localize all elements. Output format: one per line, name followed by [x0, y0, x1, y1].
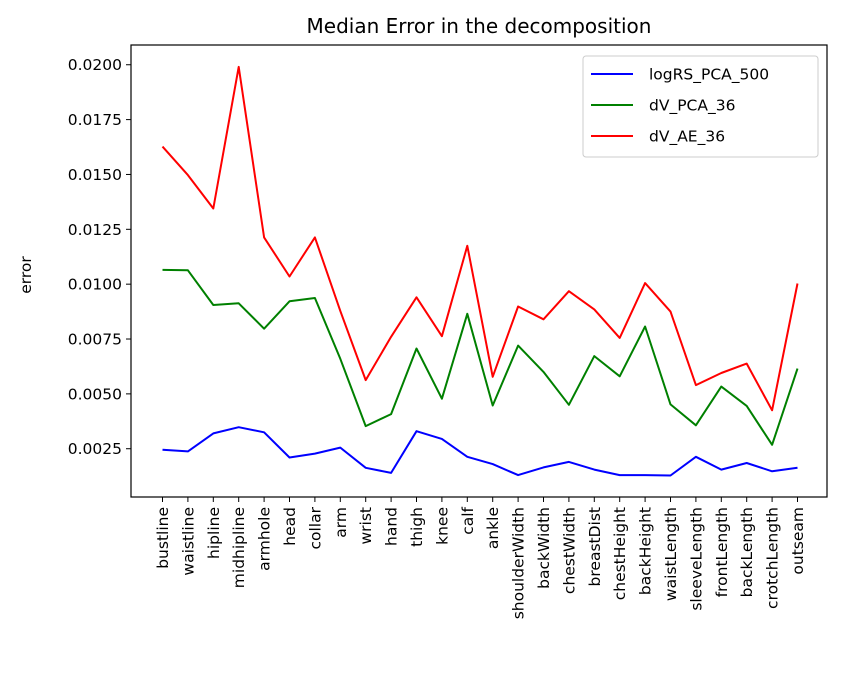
x-tick-label: midhipline: [230, 507, 248, 588]
chart-title: Median Error in the decomposition: [307, 14, 652, 38]
legend: logRS_PCA_500 dV_PCA_36 dV_AE_36: [582, 55, 819, 158]
plot-frame: [130, 44, 828, 498]
x-tick-label: arm: [332, 507, 350, 538]
legend-label: dV_AE_36: [649, 128, 725, 147]
y-tick-label: 0.0200: [68, 56, 122, 74]
y-tick-label: 0.0125: [68, 221, 122, 239]
plot-lines: [161, 65, 799, 477]
x-tick-label: head: [281, 507, 299, 546]
y-tick-label: 0.0075: [68, 331, 122, 349]
x-tick-label: frontLength: [713, 507, 731, 597]
y-axis: 0.0025 0.0050 0.0075 0.0100 0.0125 0.0150 0.01…: [68, 56, 131, 458]
x-tick-label: calf: [459, 506, 477, 534]
y-axis-label: error: [17, 256, 35, 294]
x-tick-label: hand: [383, 507, 401, 546]
x-tick-label: shoulderWidth: [510, 507, 528, 619]
x-tick-label: ankle: [484, 507, 502, 549]
y-tick-label: 0.0150: [68, 166, 122, 184]
series-line-dV_AE_36: [161, 65, 799, 412]
y-tick-label: 0.0100: [68, 276, 122, 294]
series-line-logRS_PCA_500: [162, 426, 798, 477]
x-tick-label: chestWidth: [560, 507, 578, 594]
x-tick-label: backLength: [738, 507, 756, 597]
x-tick-label: breastDist: [586, 507, 604, 586]
legend-label: logRS_PCA_500: [649, 66, 769, 85]
x-tick-label: waistLength: [662, 507, 680, 601]
x-tick-label: bustline: [154, 507, 172, 569]
legend-label: dV_PCA_36: [649, 97, 735, 116]
x-tick-label: waistline: [179, 507, 197, 576]
x-tick-label: backWidth: [535, 507, 553, 589]
x-tick-label: backHeight: [637, 507, 655, 595]
x-tick-label: chestHeight: [611, 507, 629, 600]
x-tick-label: hipline: [205, 507, 223, 559]
x-tick-label: collar: [306, 506, 324, 549]
x-tick-label: knee: [433, 507, 451, 545]
series-line-dV_PCA_36: [162, 268, 799, 446]
x-tick-label: armhole: [256, 507, 274, 571]
y-tick-label: 0.0050: [68, 385, 122, 403]
x-tick-label: crotchLength: [764, 507, 782, 609]
x-tick-label: wrist: [357, 507, 375, 545]
x-tick-label: thigh: [408, 507, 426, 547]
y-tick-label: 0.0025: [68, 440, 122, 458]
x-axis: bustline waistline hipline midhipline armhol…: [154, 497, 807, 619]
legend-box: [582, 55, 819, 158]
x-tick-label: outseam: [789, 507, 807, 575]
x-tick-label: sleeveLength: [687, 507, 705, 611]
y-tick-label: 0.0175: [68, 111, 122, 129]
